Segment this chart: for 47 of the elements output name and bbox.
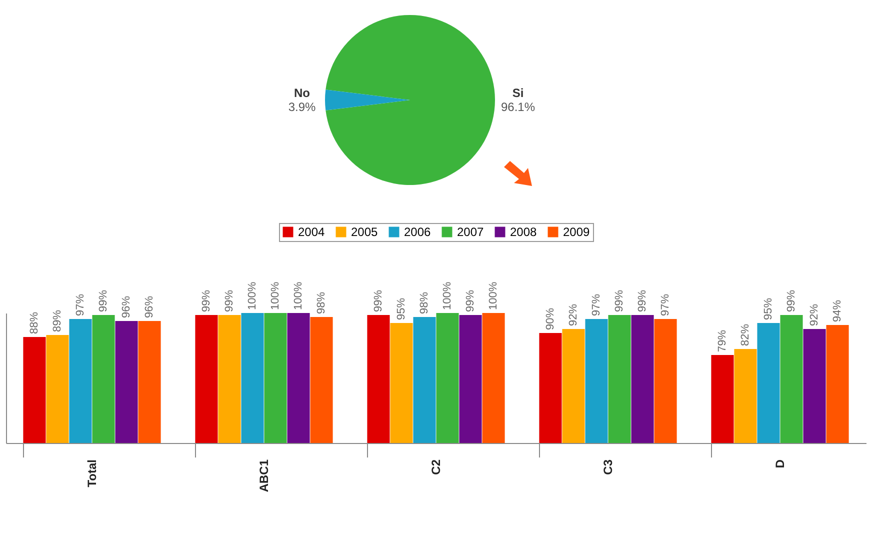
legend-label: 2009 [563, 225, 590, 239]
data-label: 95% [395, 298, 408, 320]
legend-label: 2004 [298, 225, 326, 239]
x-tick-label: D [773, 459, 787, 468]
data-label: 100% [442, 282, 454, 310]
data-label: 82% [739, 324, 752, 346]
data-label: 99% [786, 290, 798, 312]
data-label: 99% [200, 290, 212, 312]
data-label: 99% [223, 290, 236, 312]
data-label: 96% [120, 296, 133, 318]
legend-label: 2006 [404, 225, 432, 239]
data-label: 99% [464, 290, 477, 312]
data-label: 99% [372, 290, 384, 312]
x-tick-label: ABC1 [257, 459, 271, 492]
data-label: 97% [74, 294, 86, 316]
data-label: 89% [51, 310, 64, 332]
data-label: 100% [270, 282, 282, 310]
data-label: 100% [246, 282, 258, 310]
x-tick-label: Total [85, 460, 99, 488]
legend-label: 2005 [351, 225, 378, 239]
data-label: 99% [98, 290, 110, 312]
data-label: 90% [544, 308, 556, 330]
data-label: 98% [418, 292, 430, 314]
data-label: 99% [636, 290, 649, 312]
data-label: 94% [832, 300, 844, 322]
data-label: 96% [144, 296, 156, 318]
data-label: 3.9% [288, 100, 316, 114]
x-tick-label: C2 [429, 459, 443, 475]
slice-label: Si [512, 86, 524, 100]
data-label: 96.1% [500, 100, 536, 114]
data-label: 100% [292, 282, 305, 310]
data-label: 97% [590, 294, 602, 316]
data-label: 99% [614, 290, 626, 312]
x-tick-label: C3 [601, 459, 615, 475]
data-label: 92% [808, 304, 821, 326]
data-label: 97% [660, 294, 672, 316]
data-label: 92% [567, 304, 580, 326]
data-label: 98% [316, 292, 328, 314]
data-label: 88% [28, 312, 40, 334]
legend-label: 2008 [510, 225, 538, 239]
slice-label: No [294, 86, 310, 100]
pie-slice [326, 15, 495, 185]
data-label: 100% [488, 282, 500, 310]
data-label: 79% [716, 330, 728, 352]
data-label: 95% [762, 298, 774, 320]
legend-label: 2007 [457, 225, 484, 239]
pie-slice [325, 90, 410, 110]
